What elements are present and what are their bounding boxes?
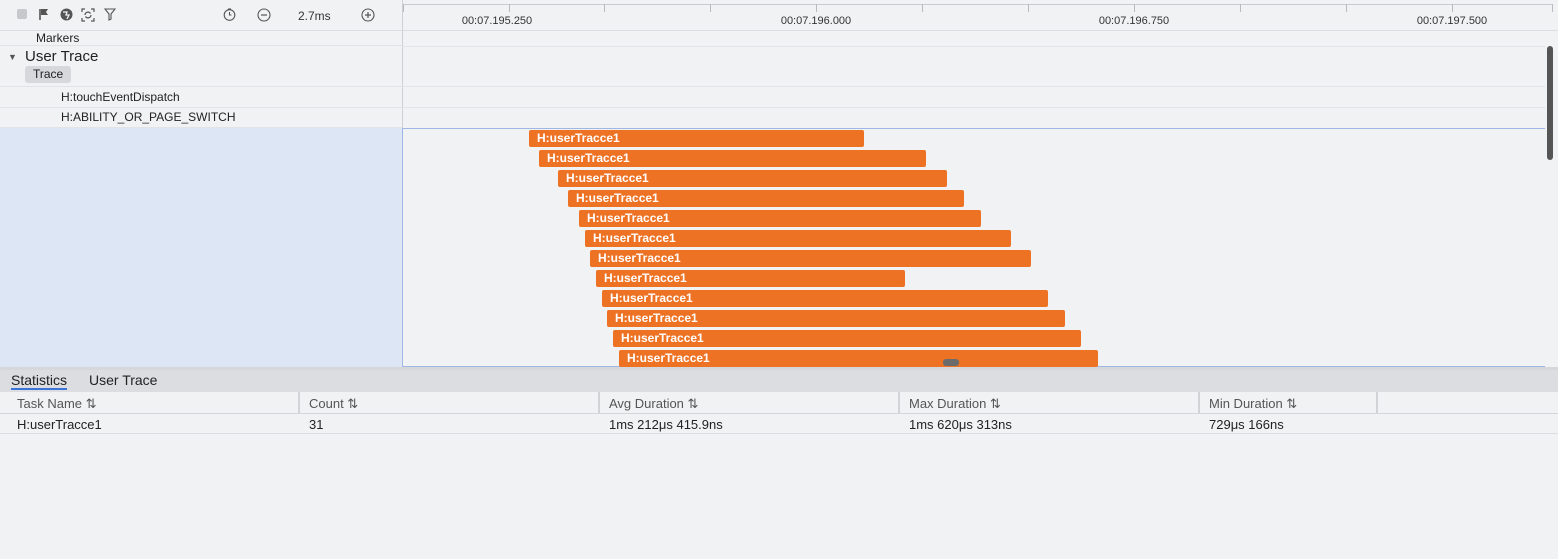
- ruler-label: 00:07.195.250: [461, 15, 533, 27]
- lane-separator: [402, 107, 1545, 108]
- user-trace-group[interactable]: ▼ User Trace Trace: [0, 46, 402, 87]
- tab-user-trace[interactable]: User Trace: [89, 372, 158, 388]
- trace-slice-bar[interactable]: H:userTracce1: [585, 230, 1011, 247]
- column-min-duration[interactable]: Min Duration ⇅: [1209, 396, 1298, 411]
- track-label: H:ABILITY_OR_PAGE_SWITCH: [61, 110, 236, 124]
- table-row[interactable]: H:userTracce1 31 1ms 212μs 415.9ns 1ms 6…: [0, 414, 1558, 434]
- globe-icon[interactable]: [59, 8, 73, 22]
- ruler-tick: [710, 4, 711, 12]
- stop-square-icon[interactable]: [15, 8, 29, 22]
- trace-slice-bar[interactable]: H:userTracce1: [596, 270, 905, 287]
- collapse-triangle-icon[interactable]: ▼: [8, 52, 17, 62]
- tab-statistics[interactable]: Statistics: [11, 372, 68, 390]
- cell-avg-duration: 1ms 212μs 415.9ns: [609, 417, 723, 432]
- panel-splitter[interactable]: [0, 367, 1558, 370]
- column-resizer[interactable]: [1198, 392, 1200, 413]
- bottom-tabs: Statistics User Trace: [0, 370, 1558, 392]
- clock-icon[interactable]: [222, 8, 236, 22]
- ruler-tick: [1134, 4, 1135, 12]
- ruler-tick: [1346, 4, 1347, 12]
- markers-label: Markers: [36, 31, 80, 45]
- table-header: Task Name ⇅ Count ⇅ Avg Duration ⇅ Max D…: [0, 392, 1558, 414]
- filter-icon[interactable]: [103, 8, 117, 22]
- ruler-label: 00:07.196.750: [1098, 15, 1170, 27]
- ruler-tick: [509, 4, 510, 12]
- column-resizer[interactable]: [898, 392, 900, 413]
- trace-slice-bar[interactable]: H:userTracce1: [568, 190, 964, 207]
- cell-max-duration: 1ms 620μs 313ns: [909, 417, 1012, 432]
- lane-separator: [402, 46, 1545, 47]
- ruler-label: 00:07.196.000: [780, 15, 852, 27]
- ruler-tick: [816, 4, 817, 12]
- ruler-tick: [403, 4, 404, 12]
- column-resizer[interactable]: [1376, 392, 1378, 413]
- trace-slice-bar[interactable]: H:userTracce1: [529, 130, 864, 147]
- ruler-tick: [1240, 4, 1241, 12]
- selected-track-label-area[interactable]: [0, 128, 402, 367]
- cell-count: 31: [309, 417, 324, 432]
- track-label: H:touchEventDispatch: [61, 90, 180, 104]
- vertical-scrollbar[interactable]: [1547, 46, 1553, 160]
- column-max-duration[interactable]: Max Duration ⇅: [909, 396, 1001, 411]
- column-resizer[interactable]: [298, 392, 300, 413]
- lane-separator: [402, 86, 1545, 87]
- trace-slice-bar[interactable]: H:userTracce1: [619, 350, 1098, 367]
- user-trace-title: User Trace: [25, 48, 99, 65]
- trace-slice-bar[interactable]: H:userTracce1: [613, 330, 1081, 347]
- ruler-tick: [1452, 4, 1453, 12]
- column-resizer[interactable]: [598, 392, 600, 413]
- column-task-name[interactable]: Task Name ⇅: [17, 396, 97, 411]
- column-count[interactable]: Count ⇅: [309, 396, 359, 411]
- trace-slice-bar[interactable]: H:userTracce1: [602, 290, 1048, 307]
- flag-icon[interactable]: [37, 8, 51, 22]
- markers-row[interactable]: Markers: [0, 31, 402, 46]
- trace-slice-bar[interactable]: H:userTracce1: [539, 150, 926, 167]
- time-ruler[interactable]: 00:07.195.250 00:07.196.000 00:07.196.75…: [402, 0, 1558, 31]
- trace-slice-bar[interactable]: H:userTracce1: [590, 250, 1031, 267]
- ruler-tick: [604, 4, 605, 12]
- cell-task-name: H:userTracce1: [17, 417, 102, 432]
- toolbar: 2.7ms: [0, 0, 402, 31]
- ruler-tick: [922, 4, 923, 12]
- column-avg-duration[interactable]: Avg Duration ⇅: [609, 396, 699, 411]
- track-row[interactable]: H:ABILITY_OR_PAGE_SWITCH: [0, 107, 402, 128]
- track-row[interactable]: H:touchEventDispatch: [0, 87, 402, 108]
- horizontal-scroll-handle[interactable]: [943, 359, 959, 366]
- zoom-level-label: 2.7ms: [298, 9, 331, 23]
- camera-refresh-icon[interactable]: [81, 8, 95, 22]
- ruler-label: 00:07.197.500: [1416, 15, 1488, 27]
- trace-slice-bar[interactable]: H:userTracce1: [579, 210, 981, 227]
- cell-min-duration: 729μs 166ns: [1209, 417, 1284, 432]
- ruler-axis-line: [403, 4, 1553, 5]
- trace-slice-bar[interactable]: H:userTracce1: [607, 310, 1065, 327]
- zoom-out-icon[interactable]: [257, 8, 271, 22]
- ruler-tick: [1552, 4, 1553, 12]
- zoom-in-icon[interactable]: [361, 8, 375, 22]
- trace-chip[interactable]: Trace: [25, 66, 72, 83]
- trace-slice-bar[interactable]: H:userTracce1: [558, 170, 947, 187]
- ruler-tick: [1028, 4, 1029, 12]
